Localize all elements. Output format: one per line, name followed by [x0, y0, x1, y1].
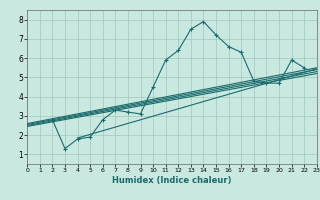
X-axis label: Humidex (Indice chaleur): Humidex (Indice chaleur) — [112, 176, 232, 185]
